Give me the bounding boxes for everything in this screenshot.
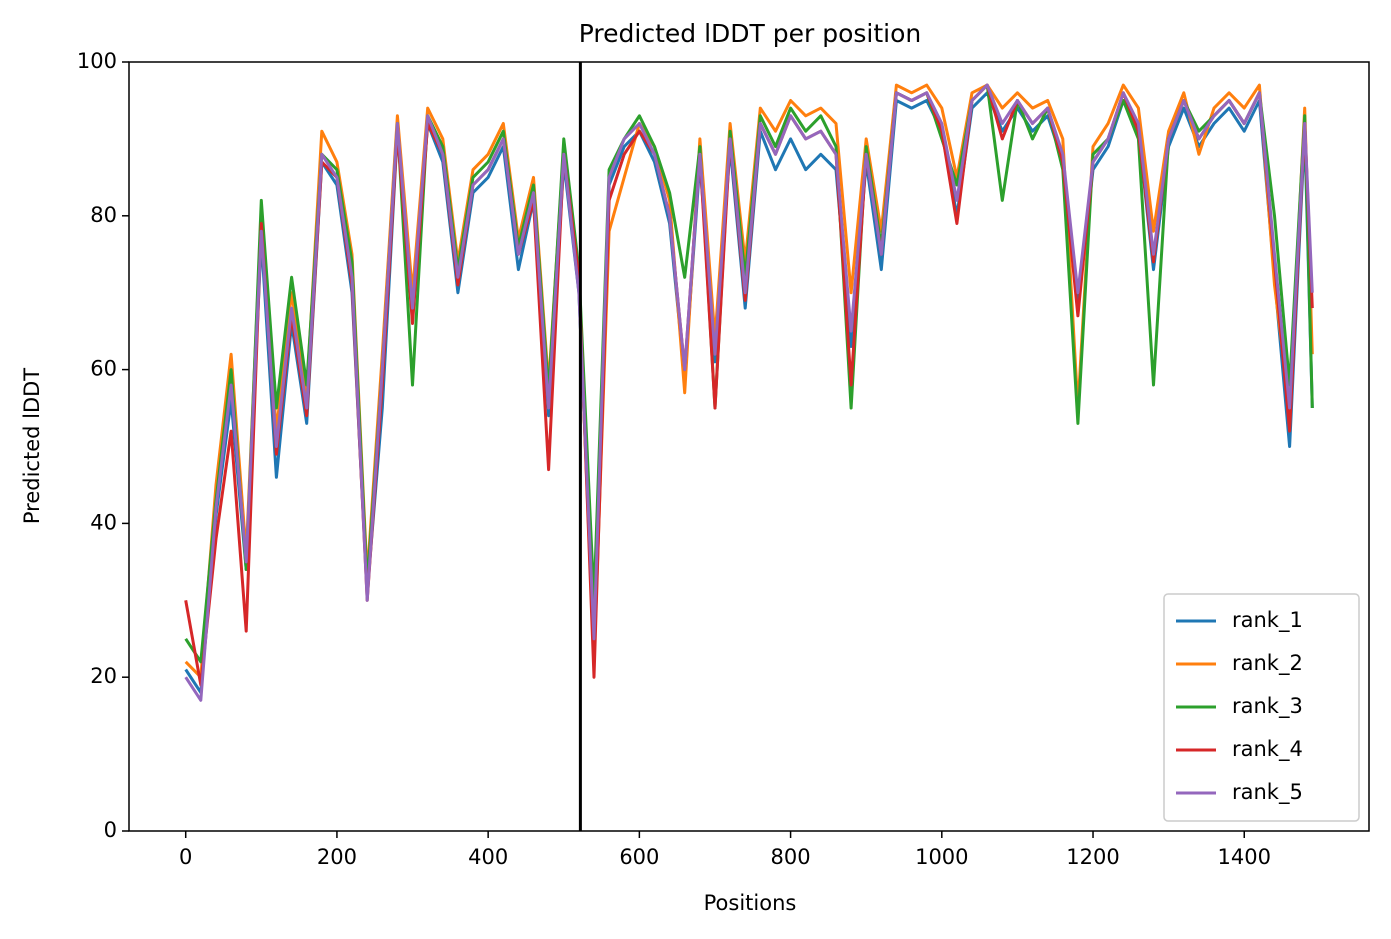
y-axis-label: Predicted lDDT: [20, 368, 44, 524]
y-tick-label: 0: [104, 818, 117, 842]
legend-label: rank_5: [1232, 780, 1303, 805]
series-line: [184, 83, 1314, 702]
y-tick-label: 60: [90, 357, 117, 381]
y-tick-label: 80: [90, 203, 117, 227]
legend-box: [1163, 593, 1360, 822]
x-axis-label: Positions: [704, 891, 797, 915]
x-tick-label: 1400: [1218, 845, 1271, 869]
y-tick-label: 40: [90, 510, 117, 534]
legend: rank_1 rank_2 rank_3 rank_4 rank_5: [1163, 593, 1360, 822]
legend-label: rank_1: [1232, 608, 1303, 633]
x-tick-label: 400: [468, 845, 508, 869]
legend-label: rank_4: [1232, 737, 1303, 762]
x-tick-label: 1000: [915, 845, 968, 869]
x-tick-label: 1200: [1066, 845, 1119, 869]
y-tick-label: 20: [90, 664, 117, 688]
x-tick-label: 0: [179, 845, 192, 869]
y-tick-label: 100: [77, 49, 117, 73]
legend-label: rank_2: [1232, 651, 1303, 676]
x-tick-label: 800: [771, 845, 811, 869]
legend-label: rank_3: [1232, 694, 1303, 719]
x-tick-label: 200: [317, 845, 357, 869]
x-tick-label: 600: [619, 845, 659, 869]
plot-frame: [128, 61, 1370, 832]
chart-title: Predicted lDDT per position: [579, 19, 921, 48]
